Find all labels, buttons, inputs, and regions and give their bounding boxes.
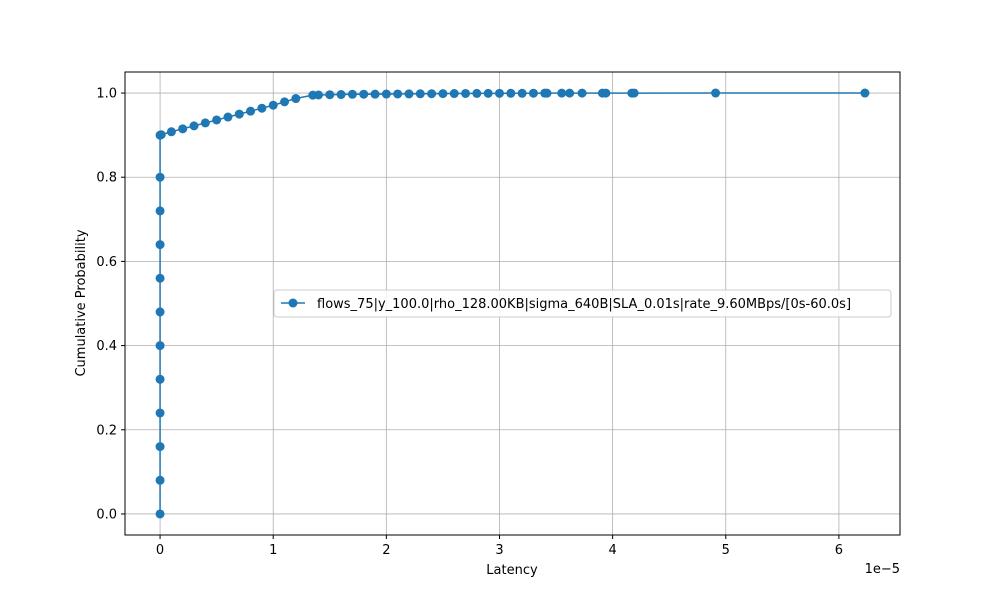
data-point: [438, 89, 448, 99]
data-point: [155, 240, 165, 250]
data-point: [246, 106, 256, 116]
x-tick-label: 2: [382, 543, 390, 558]
data-point: [291, 94, 301, 104]
x-axis: 0 1 2 3 4 5 6: [156, 535, 843, 558]
data-point: [359, 89, 369, 99]
x-tick-label: 4: [608, 543, 616, 558]
plot-frame: [124, 71, 901, 536]
data-point: [155, 273, 165, 283]
data-point: [393, 89, 403, 99]
data-point: [234, 109, 244, 119]
y-axis-label: Cumulative Probability: [74, 229, 89, 376]
data-point: [461, 88, 471, 98]
data-point: [155, 475, 165, 485]
legend: flows_75|y_100.0|rho_128.00KB|sigma_640B…: [273, 289, 892, 318]
x-tick-label: 1: [269, 543, 277, 558]
data-point: [155, 307, 165, 317]
data-point: [336, 90, 346, 100]
data-point: [427, 89, 437, 99]
data-point: [156, 130, 166, 140]
data-point: [506, 88, 516, 98]
data-point: [155, 341, 165, 351]
data-point: [542, 88, 552, 98]
data-point: [528, 88, 538, 98]
data-point: [472, 88, 482, 98]
y-tick-label: 0.6: [96, 255, 117, 270]
legend-box: [273, 289, 892, 318]
data-point: [155, 206, 165, 216]
data-point: [370, 89, 380, 99]
data-point: [280, 97, 290, 107]
x-tick-label: 6: [835, 543, 843, 558]
data-point: [257, 103, 267, 113]
x-tick-label: 0: [156, 543, 164, 558]
data-point: [223, 112, 233, 122]
data-point: [565, 88, 575, 98]
series-layer: [155, 88, 870, 519]
x-offset-label: 1e−5: [865, 562, 900, 577]
data-point: [577, 88, 587, 98]
data-point: [178, 124, 188, 134]
data-point: [268, 100, 278, 110]
data-point: [629, 88, 639, 98]
y-tick-label: 0.0: [96, 507, 117, 522]
data-point: [325, 90, 335, 100]
data-point: [860, 88, 870, 98]
data-point: [381, 89, 391, 99]
data-point: [189, 121, 199, 131]
y-axis: 0.0 0.2 0.4 0.6 0.8 1.0: [96, 87, 125, 522]
data-point: [415, 89, 425, 99]
data-point: [313, 90, 323, 100]
y-tick-label: 1.0: [96, 87, 117, 102]
data-point: [212, 115, 222, 125]
y-tick-label: 0.4: [96, 339, 117, 354]
data-point: [483, 88, 493, 98]
data-point: [155, 442, 165, 452]
data-point: [155, 172, 165, 182]
data-point: [347, 89, 357, 99]
data-point: [711, 88, 721, 98]
data-point: [557, 88, 567, 98]
data-point: [517, 88, 527, 98]
data-point: [601, 88, 611, 98]
data-point: [155, 408, 165, 418]
data-point: [449, 89, 459, 99]
data-point: [166, 127, 176, 137]
legend-marker-swatch: [288, 298, 298, 308]
x-axis-label: Latency: [486, 563, 538, 578]
data-point: [494, 88, 504, 98]
x-tick-label: 3: [495, 543, 503, 558]
data-point: [404, 89, 414, 99]
data-point: [155, 509, 165, 519]
y-tick-label: 0.2: [96, 423, 117, 438]
y-tick-label: 0.8: [96, 171, 117, 186]
legend-label: flows_75|y_100.0|rho_128.00KB|sigma_640B…: [317, 297, 851, 312]
data-point: [155, 374, 165, 384]
data-point: [200, 118, 210, 128]
x-tick-label: 5: [722, 543, 730, 558]
